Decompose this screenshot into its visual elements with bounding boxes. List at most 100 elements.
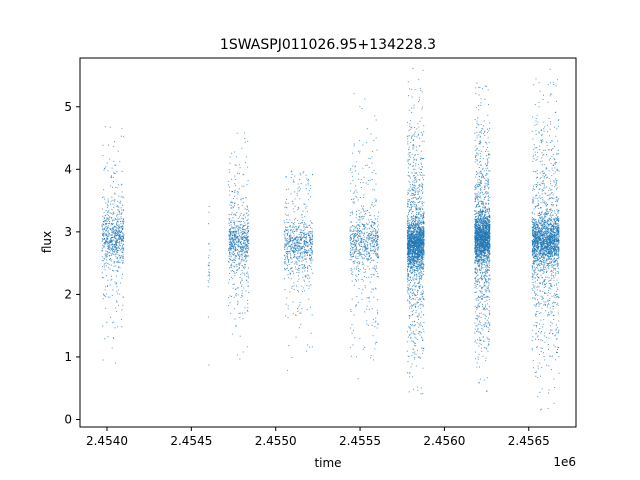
data-point bbox=[116, 261, 118, 263]
data-point bbox=[242, 218, 244, 220]
data-point bbox=[246, 280, 248, 282]
data-point bbox=[240, 251, 242, 252]
data-point bbox=[362, 144, 364, 146]
data-point bbox=[423, 217, 425, 219]
data-point bbox=[113, 261, 115, 263]
data-point bbox=[230, 234, 232, 236]
data-point bbox=[422, 246, 423, 248]
data-point bbox=[298, 265, 300, 267]
data-point bbox=[369, 262, 371, 264]
data-point bbox=[413, 165, 415, 167]
data-point bbox=[308, 257, 310, 259]
data-point bbox=[412, 246, 413, 247]
data-point bbox=[414, 253, 416, 255]
data-point bbox=[419, 227, 421, 229]
data-point bbox=[110, 213, 112, 215]
data-point bbox=[121, 230, 123, 232]
data-point bbox=[107, 279, 109, 281]
data-point bbox=[407, 141, 409, 143]
data-point bbox=[105, 265, 107, 267]
data-point bbox=[350, 311, 352, 312]
data-point bbox=[235, 248, 237, 250]
data-point bbox=[107, 201, 109, 203]
data-point bbox=[418, 185, 420, 187]
data-point bbox=[413, 145, 415, 147]
data-point bbox=[241, 286, 243, 287]
data-point bbox=[352, 261, 354, 263]
data-point bbox=[103, 224, 105, 226]
data-point bbox=[107, 263, 109, 264]
data-point bbox=[298, 223, 300, 224]
data-point bbox=[297, 245, 299, 247]
data-point bbox=[407, 292, 409, 294]
data-point bbox=[244, 242, 246, 244]
data-point bbox=[418, 277, 420, 279]
data-point bbox=[352, 249, 354, 251]
data-point bbox=[367, 239, 369, 241]
data-point bbox=[417, 290, 419, 292]
data-point bbox=[117, 253, 119, 255]
data-point bbox=[352, 252, 353, 254]
data-point bbox=[110, 176, 112, 178]
data-point bbox=[244, 251, 246, 253]
data-point bbox=[122, 248, 124, 250]
data-point bbox=[415, 159, 417, 161]
data-point bbox=[366, 241, 368, 243]
data-point bbox=[108, 241, 110, 243]
data-point bbox=[233, 258, 235, 260]
data-point bbox=[243, 268, 245, 270]
data-point bbox=[372, 335, 374, 337]
data-point bbox=[416, 187, 418, 189]
data-point bbox=[232, 240, 234, 242]
data-point bbox=[237, 236, 239, 238]
data-point bbox=[409, 123, 411, 125]
data-point bbox=[360, 179, 362, 180]
data-point bbox=[310, 243, 312, 245]
data-point bbox=[303, 245, 305, 247]
data-point bbox=[354, 236, 356, 238]
data-point bbox=[411, 240, 413, 242]
data-point bbox=[242, 242, 244, 244]
data-point bbox=[228, 246, 230, 248]
data-point bbox=[293, 181, 295, 182]
data-point bbox=[285, 176, 287, 178]
data-point bbox=[309, 235, 311, 237]
data-point bbox=[119, 231, 121, 233]
data-point bbox=[107, 211, 109, 213]
data-point bbox=[364, 287, 366, 289]
data-point bbox=[377, 221, 379, 223]
data-point bbox=[105, 166, 107, 168]
data-point bbox=[422, 191, 424, 193]
data-point bbox=[237, 172, 239, 174]
data-point bbox=[235, 248, 237, 250]
data-point bbox=[296, 229, 298, 231]
data-point bbox=[115, 226, 117, 228]
data-point bbox=[306, 242, 308, 243]
data-point bbox=[415, 179, 417, 181]
data-point bbox=[410, 209, 412, 211]
data-point bbox=[413, 275, 415, 277]
data-point bbox=[103, 266, 105, 268]
data-point bbox=[354, 261, 356, 263]
data-point bbox=[229, 252, 230, 254]
data-point bbox=[234, 232, 236, 234]
data-point bbox=[230, 276, 232, 278]
data-point bbox=[311, 251, 313, 253]
data-point bbox=[421, 91, 423, 93]
data-point bbox=[248, 222, 250, 224]
data-point bbox=[422, 249, 424, 251]
data-point bbox=[409, 224, 411, 226]
data-point bbox=[413, 222, 415, 224]
data-point bbox=[286, 263, 288, 265]
data-point bbox=[409, 135, 411, 137]
data-point bbox=[239, 255, 240, 257]
data-point bbox=[231, 237, 233, 239]
data-point bbox=[122, 196, 124, 198]
data-point bbox=[420, 275, 422, 277]
data-point bbox=[234, 253, 235, 255]
data-point bbox=[300, 243, 302, 245]
data-point bbox=[312, 259, 314, 261]
data-point bbox=[423, 213, 425, 215]
data-point bbox=[415, 338, 417, 340]
data-point bbox=[422, 222, 424, 224]
